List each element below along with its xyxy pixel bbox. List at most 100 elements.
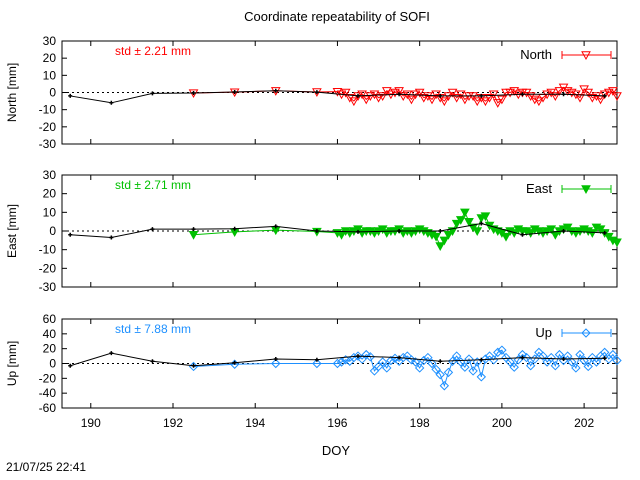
- data-point-daily: [314, 229, 319, 233]
- y-tick-label: 0: [49, 357, 56, 371]
- data-point-hourly: [480, 354, 491, 364]
- data-point-daily: [356, 229, 360, 234]
- std-label: std ± 7.88 mm: [115, 322, 191, 336]
- data-point-hourly: [583, 88, 594, 98]
- y-axis-label: Up [mm]: [5, 341, 19, 386]
- x-tick-label: 200: [492, 416, 512, 430]
- panel-north: -30 -20 -10 0 10 20 30 North [mm] std ± 2.21 mm N…: [5, 34, 622, 151]
- data-point-daily: [232, 360, 237, 365]
- std-label: std ± 2.71 mm: [115, 178, 191, 192]
- data-point-daily: [273, 224, 278, 229]
- data-point-hourly: [546, 225, 557, 235]
- data-point-daily: [232, 226, 237, 231]
- data-point-daily: [314, 357, 319, 362]
- data-point-hourly: [361, 349, 371, 360]
- data-point-hourly: [497, 345, 507, 355]
- data-point-hourly: [591, 357, 602, 367]
- data-point-hourly: [497, 95, 507, 105]
- data-point-daily: [602, 356, 607, 361]
- data-point-hourly: [480, 212, 491, 222]
- data-point-hourly: [336, 357, 347, 367]
- data-point-hourly: [406, 95, 417, 105]
- data-point-hourly: [583, 361, 593, 372]
- data-point-hourly: [567, 357, 577, 367]
- data-point-hourly: [414, 363, 425, 373]
- data-point-hourly: [492, 99, 503, 108]
- data-point-hourly: [340, 88, 351, 98]
- data-point-hourly: [599, 90, 610, 100]
- data-point-hourly: [612, 92, 622, 101]
- data-point-daily: [150, 227, 155, 232]
- data-point-hourly: [460, 362, 470, 372]
- data-point-hourly: [427, 95, 437, 105]
- data-point-hourly: [571, 363, 581, 373]
- data-point-hourly: [435, 242, 446, 251]
- legend-label: Up: [535, 325, 552, 340]
- data-point-hourly: [608, 349, 618, 360]
- series-line-daily: [70, 90, 605, 104]
- data-point-daily: [438, 93, 443, 98]
- std-label: std ± 2.21 mm: [115, 44, 191, 58]
- data-point-hourly: [349, 97, 359, 107]
- data-point-hourly: [451, 93, 462, 103]
- timestamp: 21/07/25 22:41: [6, 460, 87, 474]
- data-point-hourly: [550, 92, 561, 101]
- data-point-hourly: [468, 366, 478, 376]
- y-tick-label: 0: [49, 224, 56, 238]
- data-point-hourly: [414, 88, 425, 98]
- y-tick-label: 10: [43, 205, 57, 219]
- data-point-hourly: [521, 352, 532, 363]
- data-point-daily: [150, 359, 155, 364]
- legend-label: North: [520, 47, 552, 62]
- data-point-daily: [109, 235, 114, 240]
- chart-title: Coordinate repeatability of SOFI: [244, 9, 430, 24]
- data-point-hourly: [447, 356, 458, 366]
- x-tick-label: 190: [81, 416, 101, 430]
- data-point-daily: [561, 357, 566, 362]
- y-tick-label: 30: [43, 168, 57, 182]
- data-point-hourly: [472, 357, 482, 367]
- data-point-daily: [397, 355, 402, 360]
- data-point-hourly: [365, 92, 376, 101]
- data-point-daily: [479, 357, 484, 362]
- data-point-daily: [397, 229, 402, 233]
- x-tick-label: 202: [574, 416, 594, 430]
- data-point-hourly: [480, 97, 491, 107]
- data-point-daily: [479, 93, 484, 98]
- data-point-daily: [520, 232, 525, 237]
- data-point-daily: [191, 91, 196, 96]
- data-point-hourly: [418, 93, 429, 103]
- data-point-hourly: [451, 351, 462, 361]
- data-point-daily: [191, 227, 196, 232]
- data-point-hourly: [472, 227, 483, 237]
- data-point-hourly: [546, 352, 556, 363]
- data-point-hourly: [455, 90, 466, 100]
- data-point-daily: [68, 363, 73, 368]
- legend-marker: [581, 185, 591, 195]
- data-point-hourly: [554, 87, 565, 96]
- data-point-hourly: [608, 87, 618, 96]
- data-point-hourly: [332, 358, 343, 369]
- x-tick-label: 198: [410, 416, 430, 430]
- data-point-hourly: [271, 358, 281, 369]
- data-point-hourly: [431, 364, 441, 375]
- data-point-hourly: [509, 362, 519, 372]
- y-tick-label: 0: [49, 86, 56, 100]
- y-tick-label: 60: [43, 312, 57, 326]
- data-point-hourly: [488, 355, 499, 365]
- data-point-hourly: [525, 361, 536, 371]
- data-point-hourly: [377, 92, 388, 101]
- data-point-daily: [356, 354, 360, 359]
- panels: -30 -20 -10 0 10 20 30 North [mm] std ± 2.21 mm N…: [5, 34, 622, 430]
- data-point-hourly: [464, 217, 474, 227]
- y-axis-label: North [mm]: [5, 63, 19, 122]
- y-tick-label: -20: [39, 371, 57, 385]
- data-point-hourly: [505, 88, 515, 98]
- data-point-hourly: [386, 355, 396, 366]
- data-point-hourly: [476, 372, 487, 382]
- data-point-hourly: [603, 88, 614, 98]
- series-line-daily: [70, 223, 605, 239]
- panel-east: -30 -20 -10 0 10 20 30 East [mm] std ± 2.71 mm Ea…: [5, 168, 622, 294]
- data-point-daily: [520, 355, 525, 360]
